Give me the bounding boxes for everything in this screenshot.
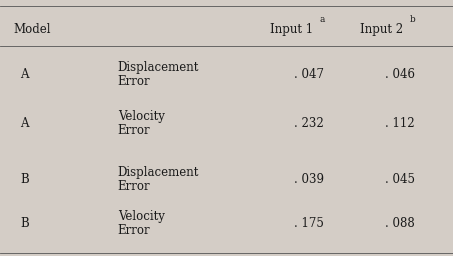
Text: Velocity: Velocity — [118, 110, 164, 123]
Text: Input 1: Input 1 — [270, 23, 313, 36]
Text: . 175: . 175 — [294, 217, 324, 230]
Text: Displacement: Displacement — [118, 61, 199, 74]
Text: B: B — [20, 217, 29, 230]
Text: Error: Error — [118, 224, 150, 237]
Text: . 046: . 046 — [385, 68, 415, 81]
Text: . 045: . 045 — [385, 173, 415, 186]
Text: Velocity: Velocity — [118, 210, 164, 223]
Text: A: A — [20, 68, 29, 81]
Text: Error: Error — [118, 124, 150, 137]
Text: . 112: . 112 — [385, 117, 414, 130]
Text: b: b — [410, 15, 416, 24]
Text: a: a — [319, 15, 325, 24]
Text: B: B — [20, 173, 29, 186]
Text: . 088: . 088 — [385, 217, 415, 230]
Text: . 047: . 047 — [294, 68, 324, 81]
Text: A: A — [20, 117, 29, 130]
Text: Input 2: Input 2 — [360, 23, 403, 36]
Text: Error: Error — [118, 180, 150, 193]
Text: Displacement: Displacement — [118, 166, 199, 179]
Text: . 232: . 232 — [294, 117, 324, 130]
Text: Model: Model — [14, 23, 51, 36]
Text: Error: Error — [118, 76, 150, 88]
Text: . 039: . 039 — [294, 173, 324, 186]
